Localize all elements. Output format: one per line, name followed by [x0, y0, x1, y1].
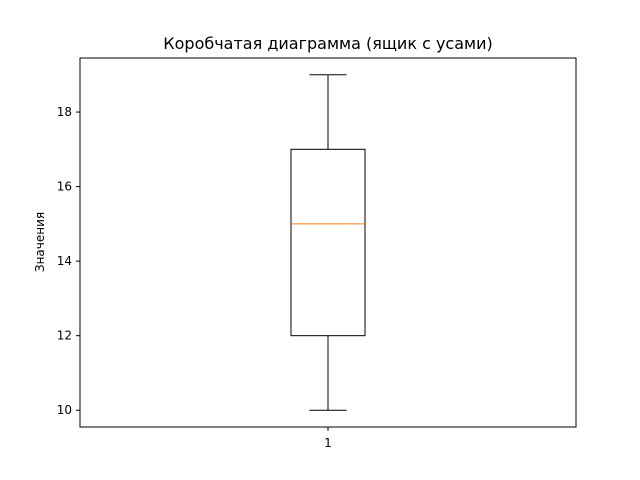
y-tick-label: 10	[57, 403, 72, 417]
chart-title: Коробчатая диаграмма (ящик с усами)	[163, 34, 492, 53]
y-tick-label: 12	[57, 329, 72, 343]
x-tick-label: 1	[324, 436, 332, 450]
y-tick-label: 18	[57, 105, 72, 119]
y-axis: 10 12 14 16 18	[57, 105, 80, 417]
box-iqr	[290, 148, 366, 337]
y-tick-label: 14	[57, 254, 72, 268]
boxes-group	[290, 74, 366, 411]
x-axis: 1	[324, 427, 332, 450]
y-tick-label: 16	[57, 180, 72, 194]
y-axis-label: Значения	[33, 212, 47, 272]
